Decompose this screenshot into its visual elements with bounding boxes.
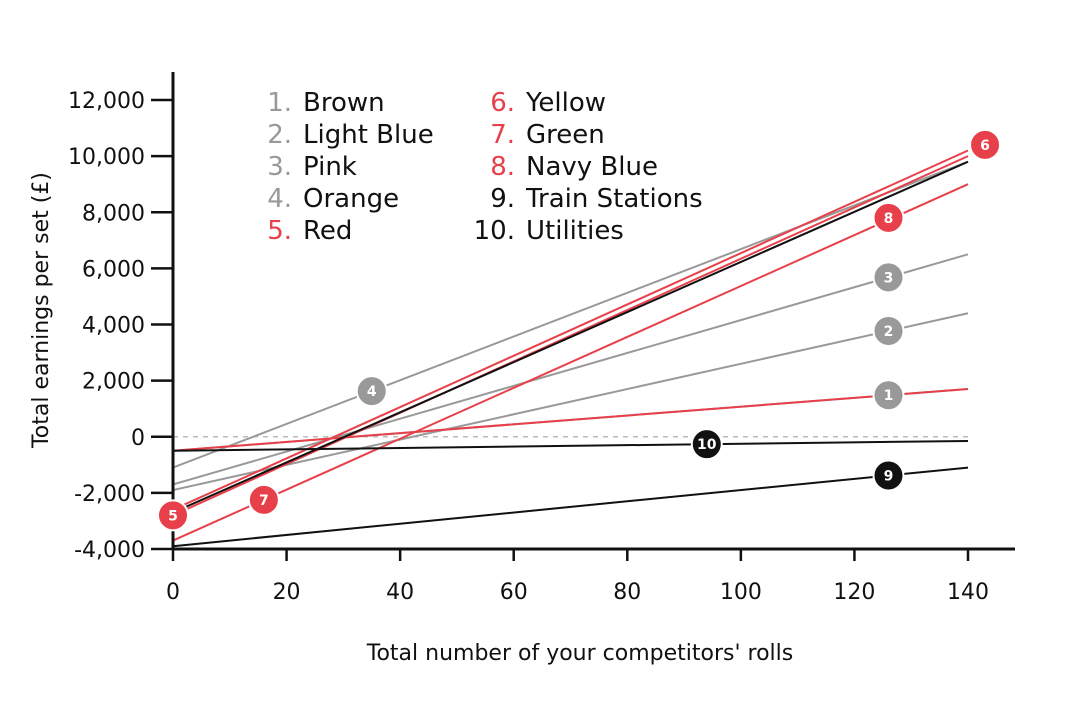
series-marker-4: 4 — [355, 375, 388, 408]
series-marker-10: 10 — [690, 428, 723, 461]
y-ticks-group: -4,000 -2,000 0 2,000 4,000 6,000 8,000 10,000 1… — [68, 89, 173, 563]
legend-label: Orange — [303, 184, 399, 214]
x-ticks-group: 0 20 40 60 80 100 120 140 — [166, 549, 989, 605]
x-tick-label: 100 — [720, 580, 762, 605]
legend-entry-2: 2. Light Blue — [267, 120, 434, 150]
legend-label: Green — [526, 120, 605, 150]
legend-number: 1. — [267, 88, 292, 118]
series-marker-9: 9 — [872, 459, 905, 492]
legend-entry-7: 7. Green — [490, 120, 605, 150]
series-marker-label: 5 — [168, 508, 178, 524]
y-tick-label: -2,000 — [74, 482, 145, 507]
series-marker-1: 1 — [872, 379, 905, 412]
series-line-7 — [172, 183, 969, 542]
series-marker-circle — [872, 261, 905, 294]
legend-entry-6: 6. Yellow — [490, 88, 606, 118]
series-line-5 — [172, 155, 969, 517]
series-marker-circle — [872, 379, 905, 412]
series-marker-label: 7 — [259, 493, 269, 509]
series-marker-6: 6 — [969, 128, 1002, 161]
series-lines-group — [172, 149, 969, 548]
y-axis-title: Total earnings per set (£) — [29, 172, 54, 449]
series-line-3 — [172, 253, 969, 486]
series-line-8 — [172, 388, 969, 452]
legend-number: 5. — [267, 216, 292, 246]
series-marker-label: 10 — [697, 437, 717, 453]
series-marker-label: 1 — [884, 388, 894, 404]
legend-label: Navy Blue — [526, 152, 658, 182]
series-line-extra-10 — [172, 160, 969, 514]
series-markers-group: 1 2 3 4 5 6 7 8 9 10 — [157, 128, 1002, 532]
legend-label: Utilities — [526, 216, 624, 246]
legend-number: 4. — [267, 184, 292, 214]
series-marker-label: 9 — [884, 468, 894, 484]
series-marker-circle — [872, 459, 905, 492]
axes-group — [171, 72, 1015, 551]
y-tick-label: 2,000 — [82, 370, 145, 395]
legend-label: Brown — [303, 88, 385, 118]
series-marker-5: 5 — [157, 499, 189, 532]
legend-label: Light Blue — [303, 120, 434, 150]
legend-entry-5: 5. Red — [267, 216, 352, 246]
series-line-4 — [172, 160, 969, 469]
series-marker-circle — [157, 499, 189, 532]
x-axis-title: Total number of your competitors' rolls — [366, 641, 793, 666]
series-marker-7: 7 — [247, 483, 280, 516]
legend-entry-9: 9. Train Stations — [490, 184, 702, 214]
series-line-10 — [172, 439, 969, 452]
series-line-2 — [172, 312, 969, 492]
legend-number: 8. — [490, 152, 515, 182]
series-marker-2: 2 — [872, 314, 905, 347]
x-tick-label: 80 — [613, 580, 641, 605]
series-marker-3: 3 — [872, 261, 905, 294]
x-tick-label: 120 — [833, 580, 875, 605]
series-marker-label: 4 — [367, 384, 377, 400]
legend-number: 9. — [490, 184, 515, 214]
series-marker-circle — [969, 128, 1002, 161]
legend-label: Pink — [303, 152, 357, 182]
series-line-9 — [172, 466, 969, 548]
legend-number: 6. — [490, 88, 515, 118]
legend-entry-4: 4. Orange — [267, 184, 399, 214]
x-tick-label: 140 — [947, 580, 989, 605]
legend-entry-3: 3. Pink — [267, 152, 357, 182]
series-marker-label: 2 — [884, 324, 894, 340]
series-marker-label: 3 — [884, 270, 894, 286]
series-marker-label: 8 — [884, 211, 894, 227]
legend-number: 3. — [267, 152, 292, 182]
y-tick-label: 0 — [131, 426, 145, 451]
x-tick-label: 0 — [166, 580, 180, 605]
legend-number: 2. — [267, 120, 292, 150]
series-marker-circle — [872, 314, 905, 347]
y-tick-label: -4,000 — [74, 538, 145, 563]
legend-entry-8: 8. Navy Blue — [490, 152, 658, 182]
x-tick-label: 20 — [273, 580, 301, 605]
y-tick-label: 4,000 — [82, 314, 145, 339]
series-marker-circle — [872, 201, 905, 234]
legend-label: Yellow — [525, 88, 606, 118]
legend: 1. Brown 2. Light Blue 3. Pink 4. Orange 5. Red 6.… — [267, 88, 702, 246]
legend-label: Red — [303, 216, 352, 246]
legend-number: 7. — [490, 120, 515, 150]
y-tick-label: 6,000 — [82, 257, 145, 282]
y-tick-label: 8,000 — [82, 201, 145, 226]
series-marker-label: 6 — [980, 138, 990, 154]
legend-number: 10. — [474, 216, 515, 246]
y-tick-label: 10,000 — [68, 145, 145, 170]
x-tick-label: 40 — [386, 580, 414, 605]
legend-label: Train Stations — [525, 184, 703, 214]
y-tick-label: 12,000 — [68, 89, 145, 114]
legend-entry-1: 1. Brown — [267, 88, 384, 118]
x-tick-label: 60 — [500, 580, 528, 605]
legend-entry-10: 10. Utilities — [474, 216, 624, 246]
series-marker-8: 8 — [872, 201, 905, 234]
series-marker-circle — [247, 483, 280, 516]
series-marker-circle — [690, 428, 723, 461]
series-marker-circle — [355, 375, 388, 408]
